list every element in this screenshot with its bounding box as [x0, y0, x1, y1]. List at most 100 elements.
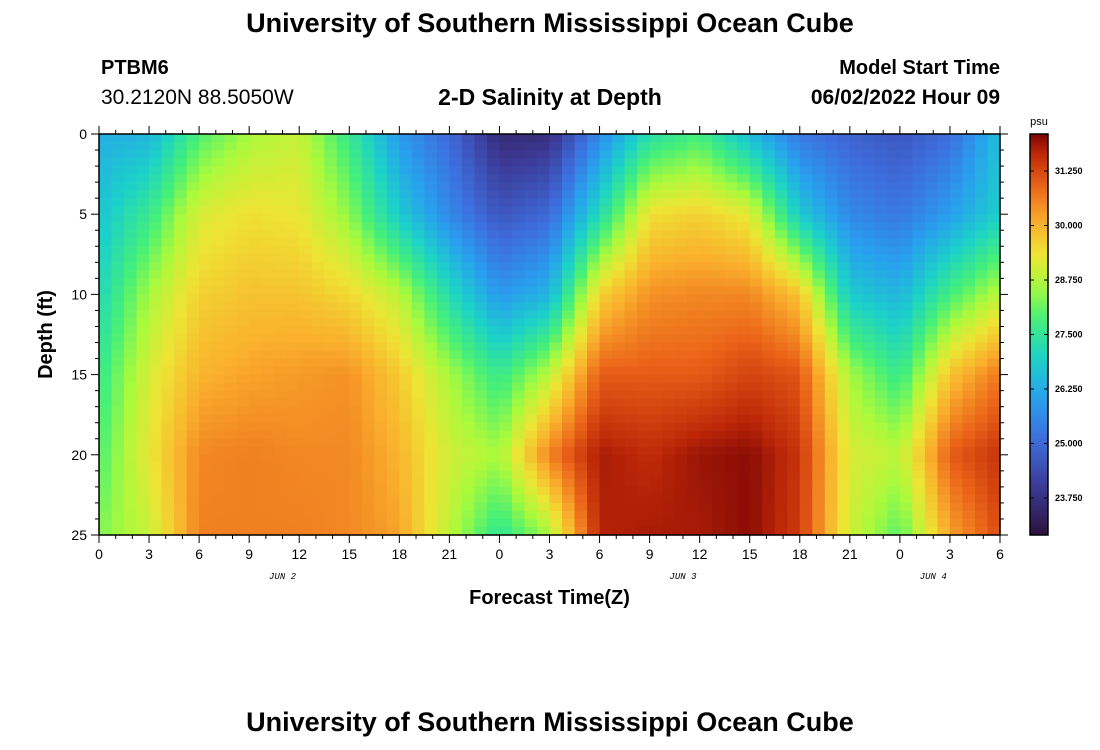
heatmap-cell — [637, 350, 651, 360]
heatmap-cell — [424, 198, 438, 207]
heatmap-cell — [386, 414, 400, 424]
heatmap-cell — [562, 334, 576, 344]
heatmap-cell — [724, 382, 738, 392]
heatmap-cell — [436, 214, 450, 223]
heatmap-cell — [111, 190, 125, 199]
heatmap-cell — [374, 350, 388, 360]
heatmap-cell — [587, 214, 601, 223]
heatmap-cell — [349, 238, 363, 247]
heatmap-cell — [887, 278, 901, 287]
heatmap-cell — [199, 454, 213, 464]
heatmap-cell — [424, 134, 438, 143]
heatmap-cell — [186, 414, 200, 424]
heatmap-cell — [124, 438, 138, 448]
heatmap-cell — [249, 246, 263, 255]
heatmap-cell — [186, 278, 200, 287]
heatmap-cell — [937, 166, 951, 175]
heatmap-cell — [224, 398, 238, 408]
heatmap-cell — [799, 374, 813, 384]
heatmap-cell — [124, 262, 138, 271]
heatmap-cell — [399, 318, 413, 328]
heatmap-cell — [974, 470, 989, 480]
heatmap-cell — [311, 446, 325, 456]
heatmap-cell — [236, 302, 250, 312]
heatmap-cell — [436, 206, 450, 215]
heatmap-cell — [161, 398, 175, 408]
heatmap-cell — [536, 206, 551, 215]
heatmap-cell — [536, 182, 551, 191]
heatmap-cell — [474, 382, 488, 392]
heatmap-cell — [612, 454, 626, 464]
heatmap-cell — [161, 350, 175, 360]
heatmap-cell — [837, 414, 851, 424]
heatmap-cell — [699, 494, 713, 504]
heatmap-cell — [562, 406, 576, 416]
heatmap-cell — [436, 310, 450, 320]
heatmap-cell — [511, 214, 526, 223]
heatmap-cell — [374, 414, 388, 424]
heatmap-cell — [149, 414, 163, 424]
heatmap-cell — [937, 310, 951, 320]
heatmap-cell — [874, 334, 888, 344]
heatmap-cell — [887, 454, 901, 464]
heatmap-cell — [599, 294, 613, 304]
heatmap-cell — [937, 502, 951, 512]
x-tick-label: 0 — [496, 546, 504, 562]
heatmap-cell — [211, 406, 225, 416]
heatmap-cell — [449, 318, 463, 328]
heatmap-cell — [386, 198, 400, 207]
heatmap-cell — [849, 310, 863, 320]
heatmap-cell — [624, 454, 638, 464]
heatmap-cell — [486, 214, 501, 223]
heatmap-cell — [286, 502, 300, 512]
heatmap-cell — [774, 382, 788, 392]
heatmap-cell — [874, 446, 888, 456]
heatmap-cell — [912, 214, 926, 223]
heatmap-cell — [737, 494, 751, 504]
heatmap-cell — [236, 374, 250, 384]
heatmap-cell — [161, 334, 175, 344]
heatmap-cell — [962, 158, 976, 167]
heatmap-cell — [837, 422, 851, 432]
heatmap-cell — [224, 270, 238, 279]
heatmap-cell — [361, 470, 375, 480]
heatmap-cell — [587, 358, 601, 368]
heatmap-cell — [599, 134, 613, 143]
heatmap-cell — [562, 390, 576, 400]
heatmap-cell — [637, 158, 651, 167]
heatmap-cell — [837, 390, 851, 400]
heatmap-cell — [299, 198, 313, 207]
heatmap-cell — [899, 174, 913, 183]
heatmap-cell — [261, 246, 275, 255]
heatmap-cell — [436, 518, 450, 528]
heatmap-cell — [587, 302, 601, 312]
heatmap-cell — [311, 166, 325, 175]
heatmap-cell — [674, 254, 688, 263]
heatmap-cell — [549, 454, 563, 464]
heatmap-cell — [712, 254, 726, 263]
heatmap-cell — [562, 214, 576, 223]
heatmap-cell — [824, 342, 838, 352]
heatmap-cell — [499, 142, 513, 151]
heatmap-cell — [962, 294, 976, 304]
heatmap-cell — [937, 174, 951, 183]
heatmap-cell — [136, 134, 150, 143]
heatmap-cell — [774, 294, 788, 304]
heatmap-cell — [124, 342, 138, 352]
heatmap-cell — [912, 318, 926, 328]
heatmap-cell — [424, 190, 438, 199]
heatmap-cell — [937, 222, 951, 231]
heatmap-cell — [424, 494, 438, 504]
heatmap-cell — [774, 454, 788, 464]
heatmap-cell — [211, 382, 225, 392]
heatmap-cell — [99, 270, 113, 279]
heatmap-cell — [874, 462, 888, 472]
heatmap-cell — [887, 390, 901, 400]
heatmap-cell — [449, 278, 463, 287]
heatmap-cell — [286, 142, 300, 151]
heatmap-cell — [712, 526, 726, 536]
heatmap-cell — [349, 494, 363, 504]
heatmap-cell — [386, 462, 400, 472]
heatmap-cell — [336, 446, 350, 456]
heatmap-cell — [712, 238, 726, 247]
